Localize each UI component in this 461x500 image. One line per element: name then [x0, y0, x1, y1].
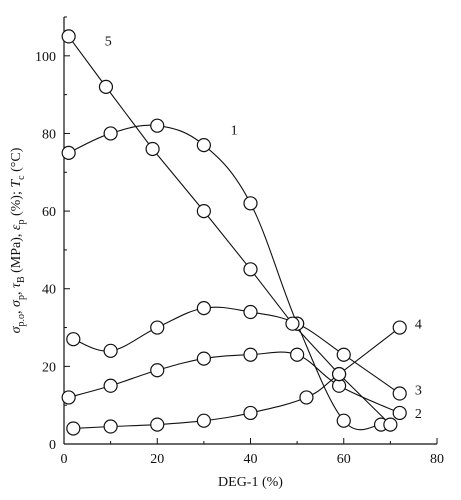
- series-1-point: [196, 138, 211, 153]
- series-5-point: [285, 316, 300, 331]
- y-axis-label-part: (°C): [9, 147, 24, 175]
- series-4-point: [66, 421, 81, 436]
- series-4-label: 4: [415, 318, 422, 333]
- y-tick-label: 20: [42, 360, 56, 375]
- markers: [61, 29, 407, 436]
- series-5-point: [145, 141, 160, 157]
- series-1-point: [150, 118, 165, 133]
- series-3-point: [243, 304, 258, 320]
- series-3-label: 3: [415, 384, 422, 399]
- series-1-point: [243, 196, 258, 211]
- y-axis-label-part: ,: [9, 307, 24, 314]
- series-3-line: [73, 306, 401, 394]
- series-4-line: [73, 327, 401, 430]
- y-axis-label-part: ,: [9, 288, 24, 295]
- x-axis-label: DEG-1 (%): [218, 475, 283, 490]
- series-3-point: [196, 301, 211, 316]
- series-4-point: [299, 390, 314, 405]
- x-tick-label: 40: [244, 452, 258, 467]
- x-tick-label: 0: [61, 452, 68, 467]
- series-3-point: [103, 343, 118, 358]
- y-axis-label-part: τ: [9, 282, 24, 288]
- series-5-line: [68, 36, 391, 425]
- y-tick-label: 100: [35, 50, 56, 65]
- series-2-point: [392, 405, 407, 421]
- series-1-point: [336, 413, 351, 428]
- y-tick-label: 0: [49, 438, 56, 453]
- series-2-point: [290, 347, 305, 362]
- x-tick-label: 60: [337, 452, 351, 467]
- y-axis-label-part: (%);: [9, 188, 24, 220]
- y-axis-label-part: ε: [9, 224, 24, 230]
- series-5-point: [331, 367, 347, 382]
- series-labels: 1 2 3 4 5: [105, 34, 422, 422]
- y-axis-label-part: p: [16, 220, 27, 225]
- series-2-point: [150, 363, 165, 378]
- x-tick-label: 20: [150, 452, 164, 467]
- series-3-point: [336, 347, 351, 362]
- y-axis-label-part: p.o: [16, 314, 27, 327]
- y-axis-label-part: T: [9, 179, 24, 188]
- axes: 0 20 40 60 80 0 20 40 60 80 100: [35, 16, 444, 467]
- series-5-point: [243, 262, 258, 277]
- series-2-line: [68, 351, 400, 414]
- series-5-point: [61, 29, 76, 44]
- y-tick-label: 80: [42, 127, 56, 142]
- series-5-point: [98, 79, 114, 94]
- y-tick-label: 40: [42, 283, 56, 298]
- series-2-point: [196, 351, 211, 366]
- series-5-label: 5: [105, 34, 112, 49]
- series-1-line: [68, 124, 382, 431]
- y-axis-label-part: σ: [9, 325, 24, 333]
- x-tick-label: 80: [430, 452, 444, 467]
- y-axis-label-part: σ: [9, 299, 24, 307]
- y-axis-label-part: c: [16, 175, 27, 180]
- series-4-point: [243, 405, 258, 421]
- y-tick-label: 60: [42, 205, 56, 220]
- series-3-point: [66, 332, 81, 347]
- series-1-label: 1: [231, 124, 238, 139]
- series-4-point: [150, 417, 165, 432]
- series-5-point: [383, 417, 398, 432]
- series-2-point: [243, 347, 258, 362]
- series-3-point: [392, 386, 407, 401]
- series-1-point: [103, 126, 118, 141]
- series-4-point: [392, 320, 407, 335]
- series-2-point: [103, 378, 118, 393]
- series-3-point: [150, 320, 165, 335]
- y-axis-label-part: (MPa),: [9, 230, 24, 276]
- series-4-point: [103, 419, 118, 434]
- series-2-label: 2: [415, 407, 422, 422]
- y-axis-label-part: B: [16, 276, 27, 283]
- series-4-point: [196, 413, 211, 428]
- y-axis-label-part: p: [16, 295, 27, 300]
- series-1-point: [61, 145, 76, 160]
- y-axis-label: σp.o, σp, τB (MPa), εp (%); Tc (°C): [9, 147, 27, 333]
- series-5-point: [196, 203, 211, 219]
- series-2-point: [61, 390, 76, 405]
- curves: [68, 36, 401, 431]
